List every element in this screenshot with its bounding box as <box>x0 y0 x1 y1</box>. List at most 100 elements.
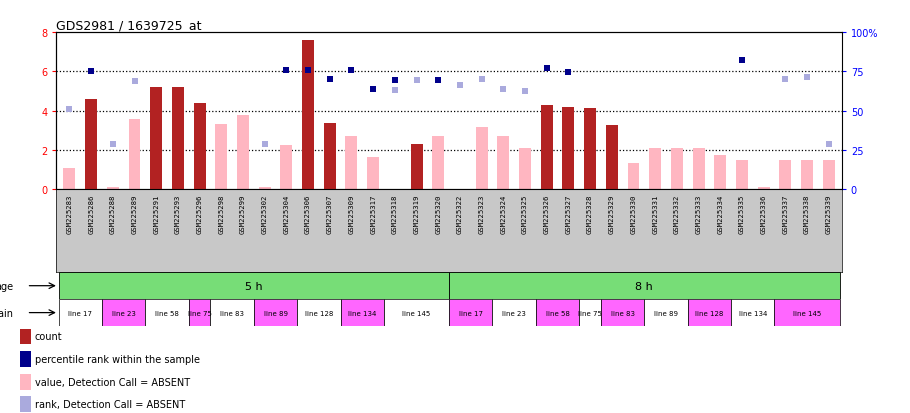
Bar <box>779 161 792 190</box>
Text: line 58: line 58 <box>546 310 570 316</box>
Bar <box>340 299 384 326</box>
Text: line 134: line 134 <box>349 310 377 316</box>
Text: GSM225306: GSM225306 <box>305 194 311 233</box>
Text: GSM225331: GSM225331 <box>652 194 658 233</box>
Text: line 89: line 89 <box>264 310 288 316</box>
Text: GSM225324: GSM225324 <box>501 194 506 233</box>
Text: line 128: line 128 <box>305 310 333 316</box>
Point <box>322 77 337 83</box>
Text: 5 h: 5 h <box>245 281 263 291</box>
Bar <box>20 374 31 389</box>
Bar <box>410 145 422 190</box>
Point <box>301 68 316 75</box>
Point <box>388 78 402 84</box>
Text: age: age <box>0 281 14 291</box>
Point <box>258 142 272 148</box>
Text: GSM225288: GSM225288 <box>110 194 116 233</box>
Text: GSM225328: GSM225328 <box>587 194 593 233</box>
Point <box>388 88 402 94</box>
Text: line 75: line 75 <box>187 310 211 316</box>
Bar <box>823 161 834 190</box>
Point <box>106 142 120 148</box>
Text: GSM225289: GSM225289 <box>132 194 137 233</box>
Bar <box>492 299 536 326</box>
Text: GSM225319: GSM225319 <box>413 194 420 233</box>
Bar <box>102 299 146 326</box>
Text: count: count <box>35 332 62 342</box>
Text: GSM225320: GSM225320 <box>435 194 441 233</box>
Bar <box>150 88 162 190</box>
Bar <box>649 149 662 190</box>
Point <box>734 57 749 64</box>
Bar <box>280 146 292 190</box>
Bar <box>562 107 574 190</box>
Point <box>800 75 814 81</box>
Bar <box>628 164 640 190</box>
Text: line 134: line 134 <box>739 310 767 316</box>
Text: GSM225286: GSM225286 <box>88 194 94 233</box>
Point <box>344 68 359 75</box>
Point <box>496 87 511 93</box>
Bar <box>128 119 140 190</box>
Text: 8 h: 8 h <box>635 281 653 291</box>
Text: line 58: line 58 <box>155 310 179 316</box>
Text: GSM225333: GSM225333 <box>695 194 702 233</box>
Text: line 23: line 23 <box>112 310 136 316</box>
Bar <box>346 137 358 190</box>
Text: GSM225337: GSM225337 <box>783 194 788 233</box>
Text: GSM225291: GSM225291 <box>153 194 159 233</box>
Text: GSM225318: GSM225318 <box>392 194 398 233</box>
Text: GSM225298: GSM225298 <box>218 194 224 233</box>
Bar <box>584 109 596 190</box>
Text: GSM225283: GSM225283 <box>66 194 73 233</box>
Bar <box>519 149 531 190</box>
Text: line 89: line 89 <box>654 310 678 316</box>
Text: GSM225329: GSM225329 <box>609 194 615 233</box>
Bar <box>476 127 488 190</box>
Bar <box>58 273 450 299</box>
Bar <box>258 188 270 190</box>
Text: line 75: line 75 <box>578 310 602 316</box>
Text: GSM225322: GSM225322 <box>457 194 463 233</box>
Point <box>84 69 98 76</box>
Point <box>62 106 76 113</box>
Bar <box>601 299 644 326</box>
Bar <box>20 396 31 412</box>
Bar <box>450 273 840 299</box>
Bar <box>106 188 119 190</box>
Text: strain: strain <box>0 308 14 318</box>
Bar <box>688 299 731 326</box>
Bar <box>324 123 336 190</box>
Text: line 128: line 128 <box>695 310 723 316</box>
Text: GSM225330: GSM225330 <box>631 194 636 233</box>
Text: percentile rank within the sample: percentile rank within the sample <box>35 354 199 364</box>
Text: GSM225325: GSM225325 <box>522 194 528 233</box>
Bar <box>216 124 228 190</box>
Bar <box>254 299 298 326</box>
Bar <box>302 41 314 190</box>
Text: GSM225326: GSM225326 <box>543 194 550 233</box>
Bar <box>298 299 340 326</box>
Bar <box>536 299 580 326</box>
Text: GSM225335: GSM225335 <box>739 194 745 233</box>
Point <box>561 70 576 76</box>
Point <box>778 77 793 83</box>
Point <box>540 65 554 71</box>
Text: GSM225323: GSM225323 <box>479 194 485 233</box>
Point <box>410 78 424 84</box>
Text: GDS2981 / 1639725_at: GDS2981 / 1639725_at <box>56 19 202 32</box>
Text: GSM225299: GSM225299 <box>240 194 246 233</box>
Bar <box>384 299 450 326</box>
Text: GSM225317: GSM225317 <box>370 194 376 233</box>
Bar <box>450 299 492 326</box>
Bar <box>172 88 184 190</box>
Bar <box>20 329 31 344</box>
Text: GSM225296: GSM225296 <box>197 194 203 233</box>
Bar <box>714 156 726 190</box>
Bar <box>194 104 206 190</box>
Bar <box>432 137 444 190</box>
Text: line 17: line 17 <box>68 310 92 316</box>
Bar <box>801 161 813 190</box>
Bar <box>580 299 601 326</box>
Bar <box>693 149 704 190</box>
